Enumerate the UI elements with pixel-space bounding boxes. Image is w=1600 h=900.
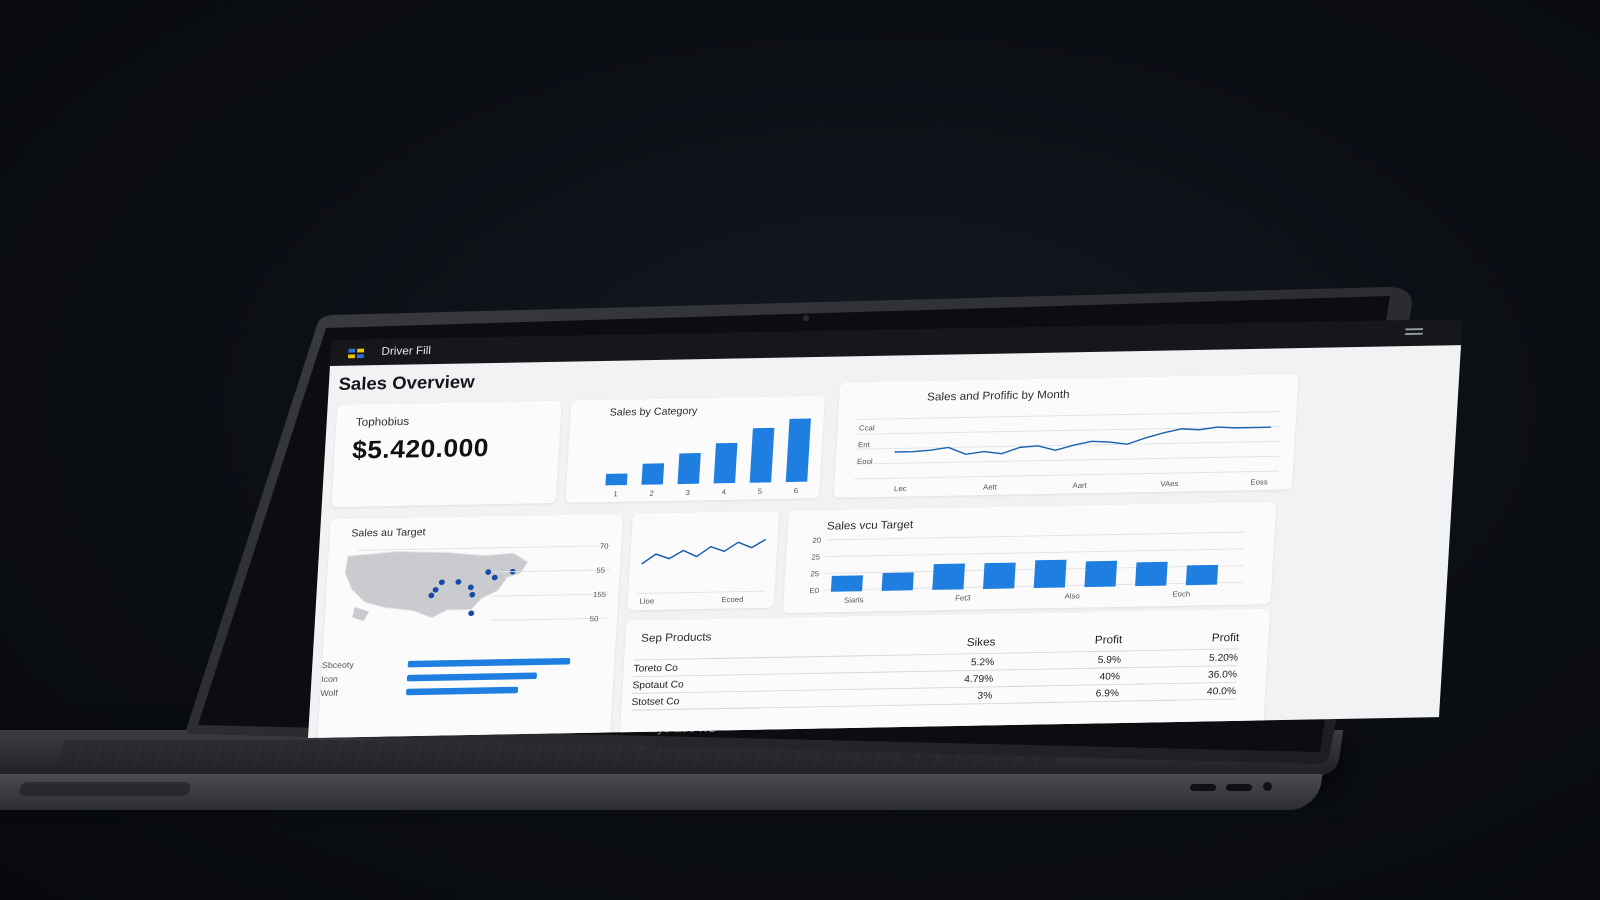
month-y-tick: Ccal (859, 423, 875, 432)
month-series-line (894, 426, 1272, 456)
grid-line (637, 590, 765, 594)
map-location-dot (469, 591, 476, 598)
port-audio (1262, 782, 1272, 791)
category-tick: 2 (649, 489, 654, 498)
category-tick: 1 (613, 489, 618, 498)
category-tick: 4 (721, 487, 727, 496)
app-name: Driver Fill (381, 343, 432, 358)
category-tick: 6 (794, 486, 799, 495)
month-y-tick: Ent (858, 440, 871, 449)
category-bar (713, 442, 738, 484)
target-bar (1185, 564, 1219, 586)
menu-icon[interactable] (1405, 325, 1424, 337)
horizontal-bar (406, 686, 519, 696)
horizontal-bar (406, 672, 537, 682)
map-location-dot (485, 569, 492, 575)
grid-line (826, 531, 1246, 541)
map-location-dot (491, 574, 498, 581)
table-cell: 3% (874, 686, 993, 706)
target-bar (830, 575, 864, 592)
category-bar (677, 453, 701, 485)
us-map (344, 545, 612, 621)
month-x-tick: Eoss (1250, 477, 1268, 486)
port-usb (1190, 784, 1216, 791)
target-y-tick: 25 (810, 569, 819, 578)
target-x-tick: Also (1064, 592, 1080, 601)
app-logo-icon (347, 348, 366, 359)
screen: Driver Fill Sales Overview Tophobius $5.… (308, 319, 1463, 738)
dashboard: Sales Overview Tophobius $5.420.000 Sale… (308, 345, 1461, 738)
mini-line-card[interactable]: Lloe Ecoed (627, 510, 780, 611)
map-location-dot (455, 579, 462, 585)
product-name: Stotset Co (631, 688, 876, 711)
grid-line (854, 455, 1280, 465)
month-x-tick: Aett (983, 482, 998, 491)
page-title: Sales Overview (338, 372, 476, 395)
target-bar (932, 563, 966, 590)
month-y-tick: Eool (857, 457, 873, 466)
port-usb (1226, 784, 1253, 791)
category-bar (641, 463, 665, 485)
month-x-tick: VAes (1160, 479, 1179, 488)
target-x-tick: Siarls (844, 596, 864, 605)
ports (1190, 778, 1278, 796)
target-bar (881, 572, 914, 591)
kpi-card[interactable]: Tophobius $5.420.000 (331, 400, 562, 508)
column-header[interactable]: Sikes (877, 630, 997, 656)
map-location-dot (438, 579, 445, 586)
grid-line (824, 565, 1244, 574)
mini-x-tick: Lloe (639, 596, 655, 606)
table-cell: 40.0% (1118, 682, 1237, 702)
target-chart-card[interactable]: Sales vcu Target 20 25 25 E0 Siarls Fet3 Also E… (782, 501, 1277, 614)
map-card[interactable]: Sales au Target 70 55 155 50 Sbceoty Ico… (317, 513, 624, 738)
webcam (803, 315, 809, 321)
target-bar (1135, 561, 1168, 587)
map-location-dot (467, 584, 474, 591)
target-y-tick: E0 (809, 586, 819, 595)
grid-line (855, 440, 1281, 450)
grid-line (854, 470, 1279, 480)
category-bar (605, 473, 628, 486)
grid-line (825, 548, 1245, 558)
kpi-value: $5.420.000 (351, 433, 490, 465)
mini-line-chart (637, 538, 767, 594)
target-bar-chart: 20 25 25 E0 Siarls Fet3 Also Eoch (809, 531, 1246, 605)
target-x-tick: Fet3 (955, 594, 971, 603)
target-y-tick: 25 (811, 553, 820, 562)
grid-line (857, 411, 1282, 420)
horizontal-bar (407, 657, 571, 668)
month-x-tick: Aart (1072, 481, 1088, 490)
target-bar (1084, 560, 1118, 588)
category-bar (785, 418, 811, 483)
map-location-dot (428, 592, 435, 599)
category-tick: 5 (757, 487, 762, 496)
table-cell: 6.9% (991, 684, 1120, 704)
horizontal-bar-chart (406, 657, 571, 696)
map-location-dot (468, 610, 475, 617)
mini-x-tick: Ecoed (721, 595, 744, 605)
month-line-chart: Ccal Ent Eool Lec Aett Aart VAes Eoss (854, 411, 1282, 493)
target-y-tick: 20 (812, 536, 821, 545)
category-bar (749, 427, 775, 483)
kpi-label: Tophobius (355, 414, 410, 429)
products-table: Sikes Profit Profit Toreto Co 5.2% 5.9% … (631, 626, 1240, 711)
column-header[interactable]: Profit (994, 628, 1123, 654)
mini-series-line (641, 538, 767, 565)
category-tick: 3 (685, 488, 690, 497)
month-chart-card[interactable]: Sales and Profific by Month Ccal Ent Eool L… (833, 374, 1299, 498)
target-bar (982, 562, 1016, 589)
target-x-tick: Eoch (1172, 589, 1190, 598)
column-header[interactable]: Profit (1121, 626, 1240, 651)
month-x-tick: Lec (894, 484, 907, 493)
map-location-dot (432, 587, 439, 593)
products-card[interactable]: Sep Products Sikes Profit Profit Toreto … (619, 608, 1271, 737)
target-bar (1033, 559, 1067, 589)
category-bar-chart: 1 2 3 4 5 6 (605, 418, 811, 498)
